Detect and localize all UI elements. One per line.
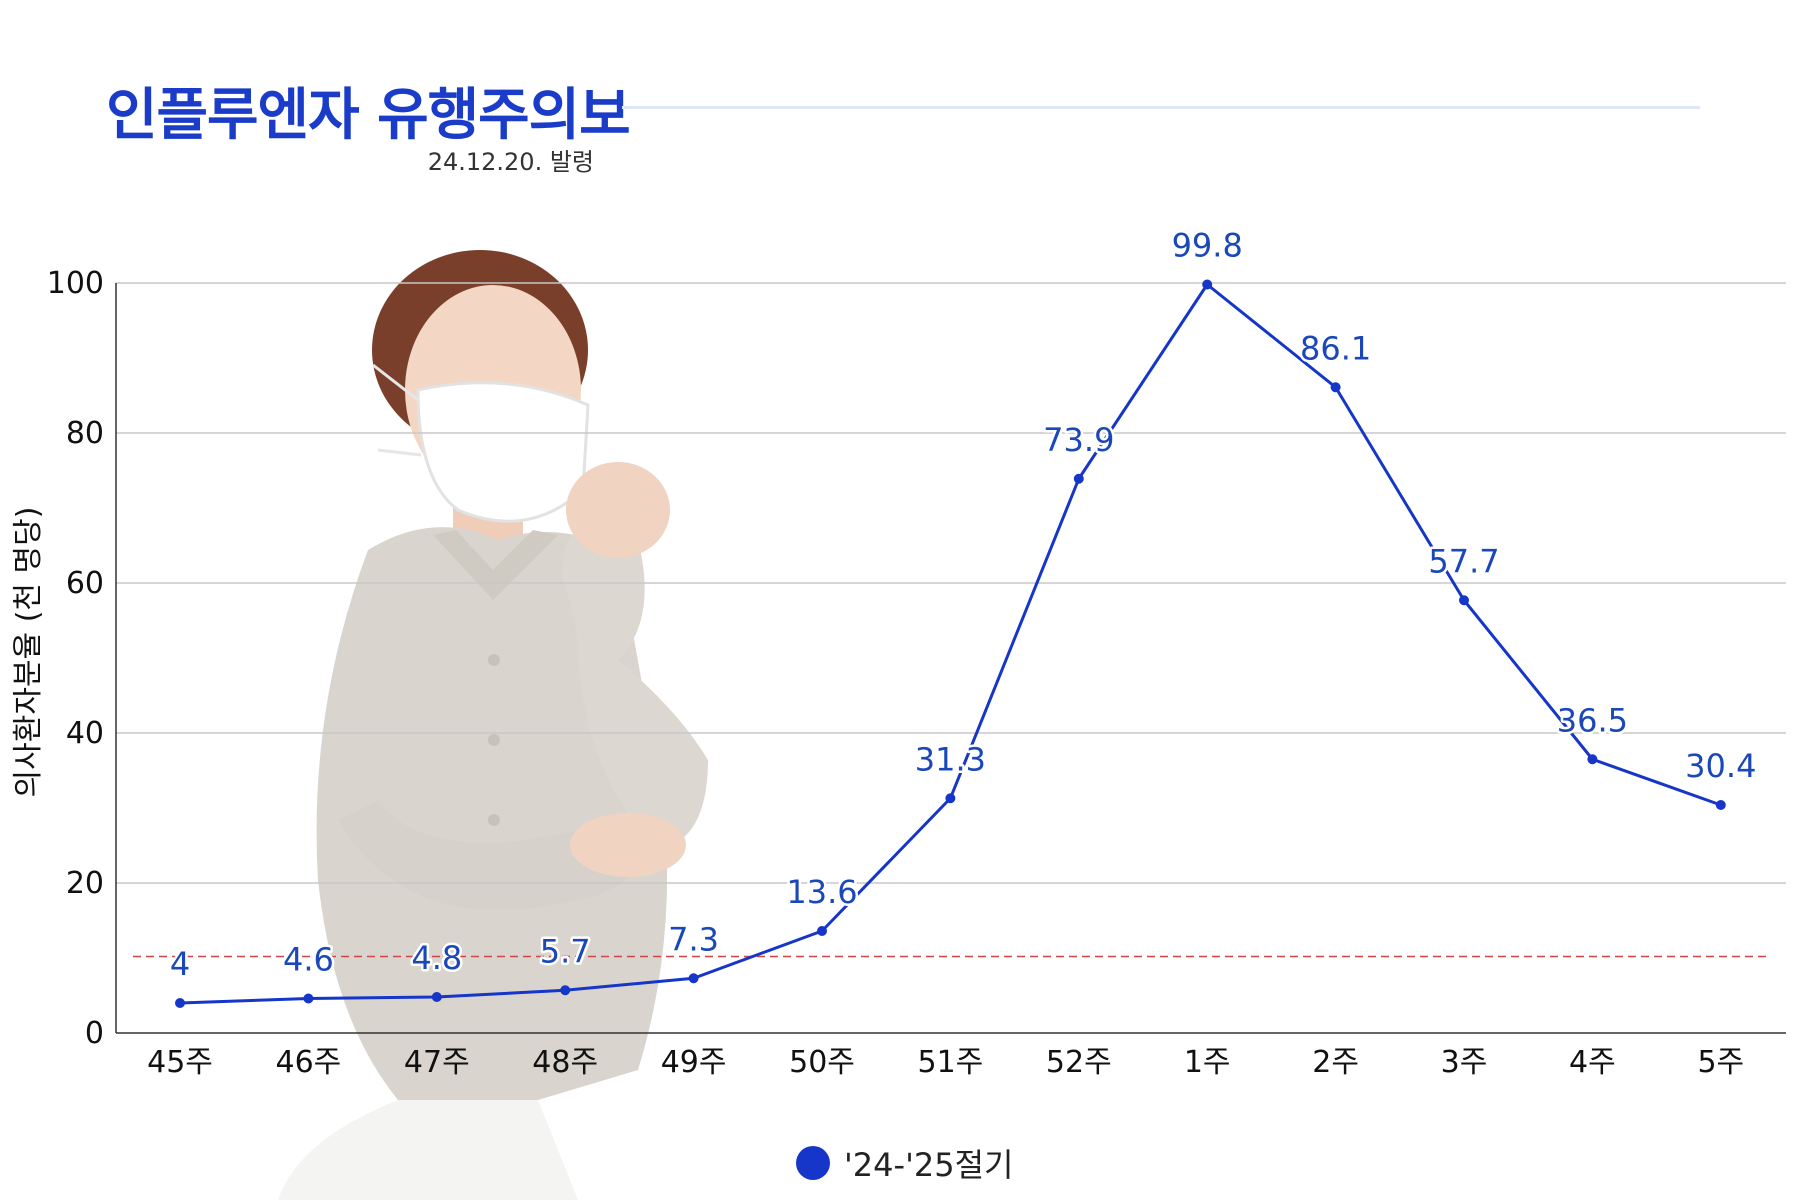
y-tick-label-60: 60 <box>66 566 104 601</box>
x-tick-label-3: 47주 <box>404 1045 470 1080</box>
series-24-25 <box>175 279 1726 1008</box>
x-tick-label-12: 4주 <box>1569 1045 1616 1080</box>
x-tick-label-6: 50주 <box>789 1045 855 1080</box>
x-tick-label-4: 48주 <box>532 1045 598 1080</box>
series-line <box>179 283 1722 1005</box>
grid-lines <box>116 282 1786 884</box>
x-tick-label-7: 51주 <box>918 1045 984 1080</box>
title-divider <box>622 106 1700 109</box>
x-tick-label-2: 46주 <box>276 1045 342 1080</box>
x-tick-label-10: 2주 <box>1312 1045 1359 1080</box>
value-label-48주: 5.7 <box>540 932 591 970</box>
x-tick-label-13: 5주 <box>1697 1045 1744 1080</box>
value-label-52주: 73.9 <box>1043 421 1114 459</box>
y-tick-label-40: 40 <box>66 716 104 751</box>
data-point-46주 <box>303 993 314 1004</box>
data-point-4주 <box>1587 754 1598 765</box>
value-label-1주: 99.8 <box>1172 227 1243 265</box>
data-point-47주 <box>431 992 442 1002</box>
y-tick-label-100: 100 <box>47 266 104 301</box>
value-label-2주: 86.1 <box>1300 329 1371 367</box>
value-label-5주: 30.4 <box>1685 747 1756 785</box>
y-tick-label-20: 20 <box>66 866 104 901</box>
data-point-49주 <box>688 973 699 984</box>
y-tick-label-80: 80 <box>66 416 104 451</box>
y-axis-label: 의사환자분율 (천 명당) <box>11 507 46 798</box>
value-label-45주: 4 <box>170 945 190 983</box>
data-point-50주 <box>817 926 827 936</box>
issue-date: 24.12.20. 발령 <box>427 148 594 176</box>
value-label-50주: 13.6 <box>786 873 857 911</box>
y-tick-label-0: 0 <box>85 1016 104 1051</box>
data-point-5주 <box>1715 800 1726 810</box>
x-tick-label-8: 52주 <box>1046 1045 1112 1080</box>
data-point-3주 <box>1459 595 1469 606</box>
data-point-1주 <box>1202 279 1213 290</box>
value-label-49주: 7.3 <box>668 920 719 958</box>
value-label-4주: 36.5 <box>1557 701 1628 739</box>
value-label-47주: 4.8 <box>411 939 462 977</box>
value-labels: 4 4.6 4.8 5.7 7.3 13.6 31.3 73.9 99.8 86.1 57.7 36.… <box>167 224 1759 986</box>
data-point-48주 <box>560 985 571 996</box>
data-point-51주 <box>945 793 956 804</box>
data-point-45주 <box>175 998 185 1008</box>
x-tick-label-1: 45주 <box>147 1045 213 1080</box>
x-tick-label-5: 49주 <box>661 1045 727 1080</box>
data-point-52주 <box>1073 473 1084 484</box>
value-label-51주: 31.3 <box>915 740 986 778</box>
page-title: 인플루엔자 유행주의보 <box>106 83 631 148</box>
legend-dot-24-25 <box>796 1146 830 1180</box>
data-point-2주 <box>1330 382 1341 393</box>
value-label-3주: 57.7 <box>1428 542 1499 580</box>
value-label-46주: 4.6 <box>283 941 334 979</box>
legend-label: '24-'25절기 <box>844 1146 1014 1184</box>
x-tick-label-9: 1주 <box>1184 1045 1231 1080</box>
legend: '24-'25절기 <box>796 1140 1013 1186</box>
x-tick-label-11: 3주 <box>1441 1045 1488 1080</box>
